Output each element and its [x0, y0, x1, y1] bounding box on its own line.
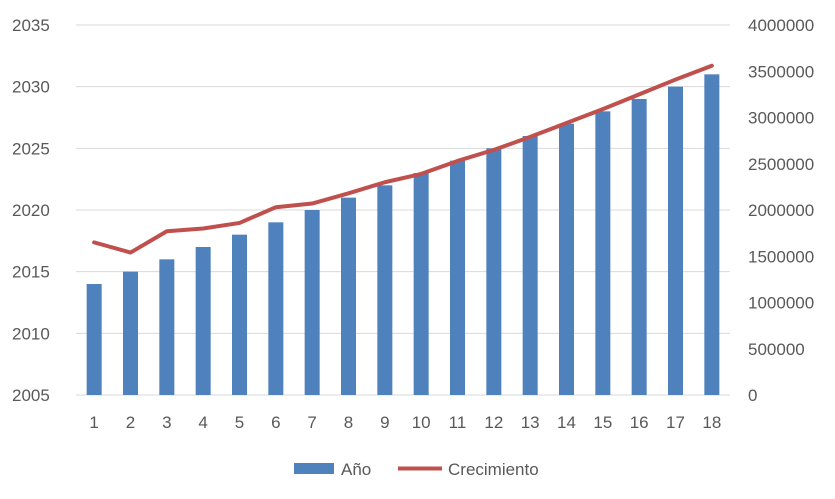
bar	[341, 197, 356, 395]
x-tick-label: 16	[630, 413, 649, 432]
left-tick-label: 2035	[12, 16, 50, 35]
x-axis: 1 2 3 4 5 6 7 8 9 10 11 12 13 14 15 16 17 18	[89, 413, 721, 432]
right-tick-label: 500000	[748, 340, 805, 359]
bar	[559, 123, 574, 396]
x-tick-label: 7	[307, 413, 316, 432]
bar	[450, 160, 465, 395]
bar	[631, 99, 647, 395]
legend-label-ano: Año	[341, 460, 371, 479]
bar	[123, 271, 138, 395]
bar	[232, 234, 247, 395]
left-tick-label: 2025	[12, 139, 50, 158]
bar	[595, 111, 611, 395]
right-tick-label: 2000000	[748, 201, 814, 220]
bar	[413, 173, 429, 395]
x-tick-label: 3	[162, 413, 171, 432]
line-path	[92, 63, 714, 255]
bar	[522, 136, 538, 395]
x-tick-label: 12	[484, 413, 503, 432]
x-tick-label: 11	[449, 413, 467, 432]
bar	[268, 222, 284, 395]
bar	[195, 247, 211, 395]
legend-swatch-ano	[294, 463, 334, 474]
bar	[486, 148, 502, 395]
left-tick-label: 2010	[12, 324, 50, 343]
x-tick-label: 1	[89, 413, 98, 432]
bar	[304, 210, 320, 395]
right-tick-label: 1500000	[748, 247, 814, 266]
x-tick-label: 13	[521, 413, 540, 432]
right-tick-label: 2500000	[748, 155, 814, 174]
right-axis: 0 500000 1000000 1500000 2000000 2500000 30000…	[748, 16, 814, 405]
bar	[668, 86, 683, 396]
left-tick-label: 2015	[12, 263, 50, 282]
legend: Año Crecimiento	[294, 460, 539, 479]
left-tick-label: 2030	[12, 78, 50, 97]
x-tick-label: 2	[126, 413, 135, 432]
line-series-crecimiento	[92, 63, 714, 255]
left-tick-label: 2005	[12, 386, 50, 405]
right-tick-label: 1000000	[748, 294, 814, 313]
x-tick-label: 17	[666, 413, 685, 432]
x-tick-label: 14	[557, 413, 576, 432]
x-tick-label: 6	[271, 413, 280, 432]
left-tick-label: 2020	[12, 201, 50, 220]
x-tick-label: 18	[702, 413, 721, 432]
x-tick-label: 4	[198, 413, 207, 432]
bar	[377, 185, 393, 395]
x-tick-label: 9	[380, 413, 389, 432]
x-tick-label: 10	[412, 413, 431, 432]
left-axis: 2005 2010 2015 2020 2025 2030 2035	[12, 16, 50, 405]
bar	[159, 259, 175, 395]
legend-label-crecimiento: Crecimiento	[448, 460, 539, 479]
gridlines	[76, 24, 730, 396]
x-tick-label: 15	[593, 413, 612, 432]
right-tick-label: 4000000	[748, 16, 814, 35]
bar	[704, 74, 720, 395]
right-tick-label: 3500000	[748, 62, 814, 81]
x-tick-label: 5	[235, 413, 244, 432]
bar	[86, 284, 102, 395]
right-tick-label: 0	[748, 386, 757, 405]
bar-series-ano	[86, 74, 720, 396]
x-tick-label: 8	[344, 413, 353, 432]
right-tick-label: 3000000	[748, 109, 814, 128]
